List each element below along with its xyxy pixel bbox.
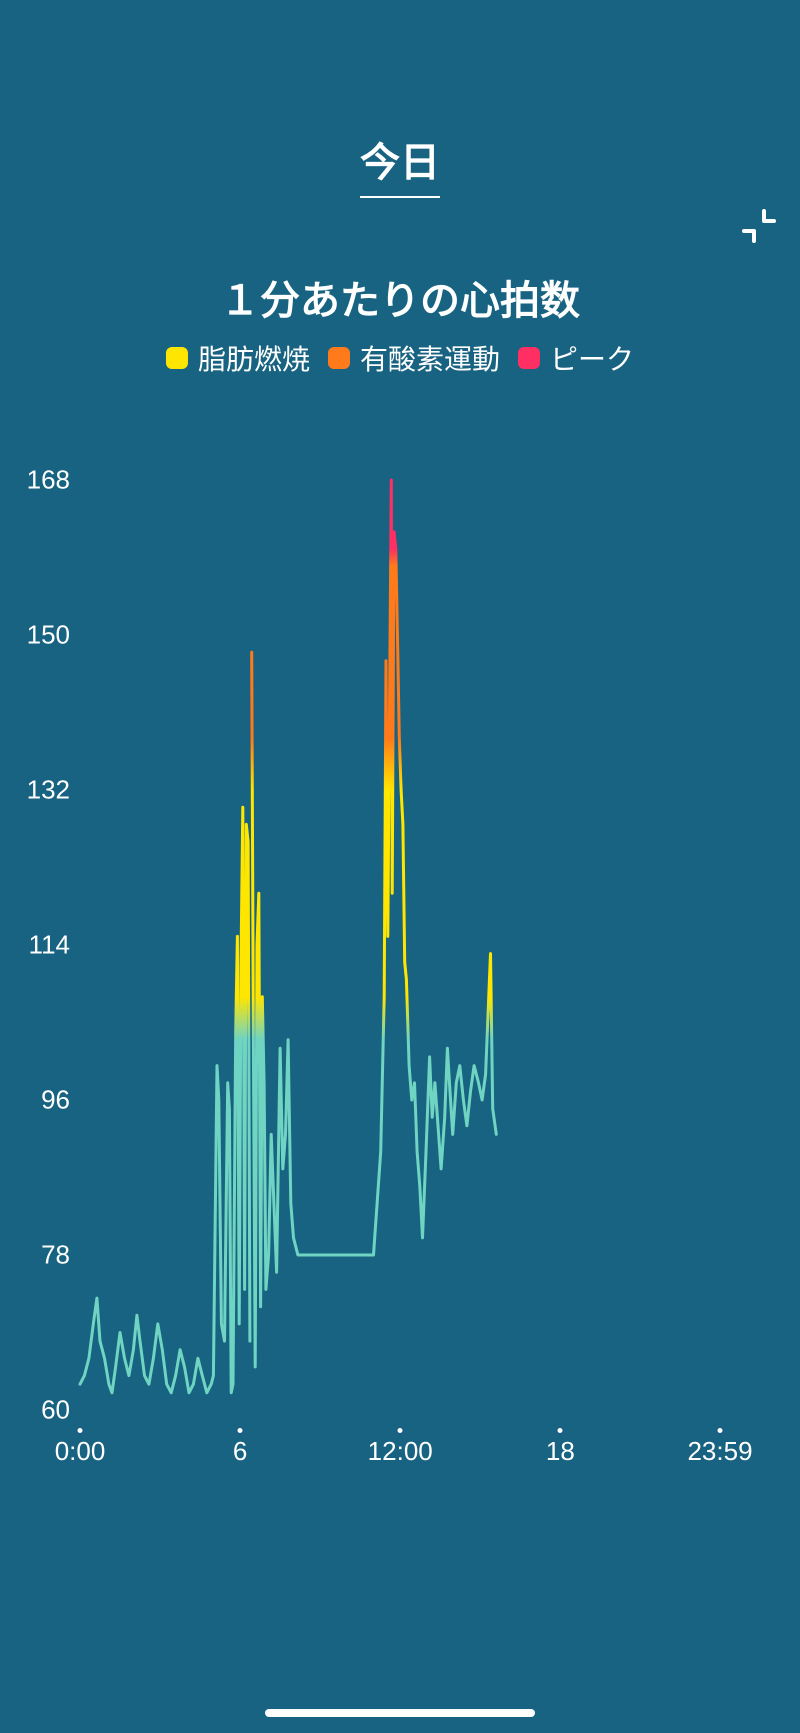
heart-rate-line <box>0 0 800 1733</box>
home-indicator <box>265 1709 535 1717</box>
